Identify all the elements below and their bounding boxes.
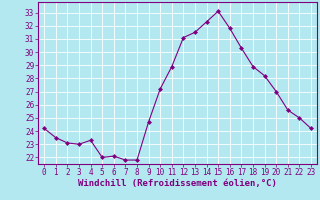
X-axis label: Windchill (Refroidissement éolien,°C): Windchill (Refroidissement éolien,°C) — [78, 179, 277, 188]
